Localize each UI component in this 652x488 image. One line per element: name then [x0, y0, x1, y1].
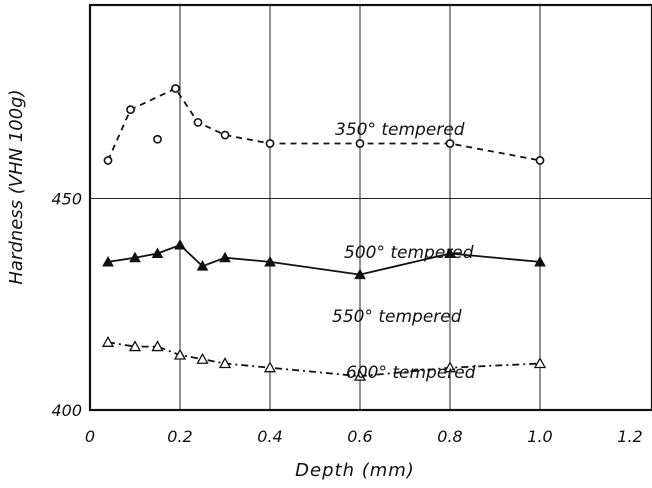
data-point — [103, 156, 113, 165]
y-axis-label: Hardness (VHN 100g) — [6, 89, 27, 284]
data-point — [219, 251, 231, 263]
series-label: 600° tempered — [346, 363, 476, 383]
x-tick-label: 1.0 — [527, 427, 552, 446]
series-label: 350° tempered — [335, 120, 465, 140]
series-label: 500° tempered — [344, 243, 474, 263]
data-point — [171, 84, 180, 93]
series-label: 550° tempered — [332, 307, 462, 327]
data-point — [128, 340, 142, 352]
data-point — [196, 260, 209, 271]
y-tick-label: 400 — [51, 401, 82, 420]
x-tick-label: 0.8 — [437, 427, 462, 446]
x-tick-label: 1.2 — [617, 427, 642, 446]
plot-frame — [88, 3, 652, 412]
series-labels: 350° tempered 500° tempered 550° tempered 6… — [332, 120, 476, 383]
series — [101, 335, 547, 381]
tick-labels: 40045050055000.20.40.60.81.01.2 — [51, 190, 642, 447]
data-point — [151, 247, 164, 258]
grid — [90, 5, 652, 410]
data-point — [129, 251, 141, 263]
series — [103, 84, 545, 165]
data-point — [101, 335, 115, 347]
data-point — [174, 239, 186, 250]
data-point — [355, 139, 365, 148]
data-point — [173, 348, 187, 360]
series-line — [107, 341, 541, 378]
data-point — [535, 156, 545, 165]
data-point — [444, 247, 456, 258]
x-tick-label: 0.2 — [167, 427, 192, 446]
data-point — [196, 352, 209, 364]
data-point — [265, 139, 275, 148]
x-tick-label: 0.6 — [347, 427, 372, 446]
y-tick-label: 450 — [51, 190, 82, 209]
data-point — [534, 255, 546, 267]
data-point — [153, 134, 162, 144]
data-point — [151, 340, 164, 352]
data-point — [354, 268, 366, 280]
series — [153, 134, 162, 144]
x-axis-label: Depth (mm) — [295, 460, 415, 481]
series-line — [107, 243, 541, 276]
data-point — [443, 361, 457, 373]
data-point — [126, 105, 135, 115]
data-point — [218, 357, 232, 369]
series-line — [107, 87, 541, 162]
x-tick-label: 0.4 — [257, 427, 282, 446]
series-layer — [101, 84, 547, 381]
data-point — [533, 357, 547, 369]
data-point — [102, 255, 114, 267]
series — [102, 239, 546, 280]
data-point — [263, 361, 277, 373]
x-tick-label: 0 — [85, 427, 95, 446]
data-point — [264, 255, 276, 267]
data-point — [193, 117, 203, 127]
data-point — [353, 369, 367, 381]
data-point — [220, 130, 230, 140]
data-point — [445, 139, 455, 148]
